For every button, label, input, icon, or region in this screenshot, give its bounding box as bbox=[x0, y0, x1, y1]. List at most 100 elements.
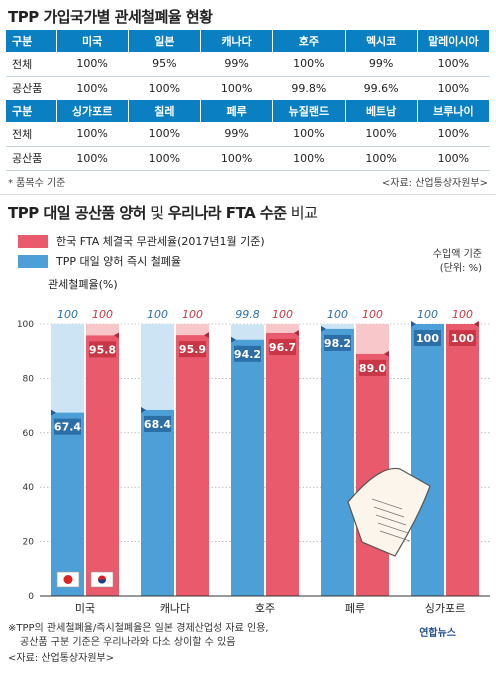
table-cell: 95% bbox=[128, 52, 201, 77]
table-cell: 100% bbox=[56, 122, 129, 147]
news-logo: 연합뉴스 bbox=[419, 628, 456, 639]
y-tick-label: 60 bbox=[23, 429, 35, 439]
table-cell: 100% bbox=[56, 52, 129, 77]
table-row: 전체 100% 95% 99% 100% 99% 100% bbox=[6, 52, 490, 77]
legend-swatch-tpp bbox=[18, 254, 48, 268]
value-marker bbox=[51, 409, 56, 416]
header-cell: 구분 bbox=[6, 30, 57, 52]
table-cell: 99% bbox=[345, 52, 418, 77]
table-cell: 100% bbox=[128, 146, 201, 171]
legend-label-tpp: TPP 대일 양허 즉시 철폐율 bbox=[56, 255, 182, 268]
table-cell: 100% bbox=[417, 122, 490, 147]
value-label-bg bbox=[324, 334, 351, 351]
value-label-bg bbox=[414, 330, 441, 346]
category-label: 페루 bbox=[345, 602, 365, 615]
value-label-bg bbox=[144, 415, 171, 432]
value-label: 94.2 bbox=[234, 348, 261, 361]
bar bbox=[231, 339, 264, 596]
value-label-bg bbox=[234, 345, 261, 362]
table-row: 전체 100% 100% 99% 100% 100% 100% bbox=[6, 122, 490, 147]
document-line bbox=[375, 514, 407, 526]
y-tick-label: 0 bbox=[28, 592, 34, 602]
table-cell: 100% bbox=[56, 146, 129, 171]
value-label: 100 bbox=[416, 332, 439, 345]
table-cell: 100% bbox=[56, 76, 129, 101]
value-marker bbox=[114, 332, 119, 339]
header-cell: 베트남 bbox=[345, 100, 418, 122]
table-row: 공산품 100% 100% 100% 100% 100% 100% bbox=[6, 146, 490, 171]
rate-label: 관세철폐율(%) bbox=[48, 278, 118, 291]
y-tick-label: 20 bbox=[23, 538, 35, 548]
header-cell: 미국 bbox=[56, 30, 129, 52]
header-cell: 페루 bbox=[200, 100, 274, 122]
category-label: 미국 bbox=[75, 602, 95, 615]
total-label: 100 bbox=[147, 308, 168, 321]
bar bbox=[446, 324, 479, 596]
document-line bbox=[377, 522, 409, 534]
korea-flag-taeguk-blue bbox=[98, 579, 106, 584]
header-cell: 멕시코 bbox=[345, 30, 418, 52]
table-cell: 100% bbox=[345, 146, 418, 171]
total-label: 100 bbox=[182, 308, 203, 321]
value-marker bbox=[141, 406, 146, 413]
y-tick-label: 100 bbox=[17, 320, 34, 330]
value-label-bg bbox=[54, 418, 81, 435]
table-row: 공산품 100% 100% 100% 99.8% 99.6% 100% bbox=[6, 76, 490, 101]
header-cell: 일본 bbox=[128, 30, 202, 52]
chart-title-part3: 우리나라 FTA 수준 bbox=[167, 204, 287, 222]
bar bbox=[176, 335, 209, 596]
bar bbox=[86, 335, 119, 596]
header-cell: 캐나다 bbox=[200, 30, 274, 52]
footnote-line-1: ※TPP의 관세철폐율/즉시철폐율은 일본 경제산업성 자료 인용, bbox=[8, 623, 269, 634]
value-label: 67.4 bbox=[54, 421, 81, 434]
unit-note: 수입액 기준 (단위: %) bbox=[433, 248, 482, 276]
row-label: 전체 bbox=[6, 122, 56, 147]
value-marker bbox=[204, 332, 209, 339]
table-cell: 100% bbox=[200, 146, 273, 171]
bar bbox=[266, 332, 299, 596]
value-marker bbox=[321, 325, 326, 332]
table-cell: 99.6% bbox=[345, 76, 418, 101]
value-label-bg bbox=[179, 341, 206, 358]
legend-tpp: TPP 대일 양허 즉시 철폐율 bbox=[18, 253, 181, 269]
y-tick-label: 80 bbox=[23, 374, 35, 384]
header-cell: 뉴질랜드 bbox=[272, 100, 346, 122]
total-label: 100 bbox=[452, 308, 473, 321]
unit-line-2: (단위: %) bbox=[439, 263, 482, 274]
chart-title-part4: 비교 bbox=[286, 204, 318, 222]
table-cell: 100% bbox=[417, 76, 490, 101]
total-label: 100 bbox=[92, 308, 113, 321]
row-label: 전체 bbox=[6, 52, 56, 77]
document-line bbox=[371, 498, 403, 510]
tariff-table-2: 구분 싱가포르 칠레 페루 뉴질랜드 베트남 브루나이 전체 100% 100%… bbox=[6, 100, 491, 171]
document-line bbox=[373, 506, 405, 518]
table-cell: 100% bbox=[128, 76, 201, 101]
value-marker bbox=[294, 329, 299, 336]
y-tick-label: 40 bbox=[23, 483, 35, 493]
japan-flag-sun bbox=[63, 575, 73, 584]
chart-title-part1: TPP 대일 공산품 양허 bbox=[8, 204, 147, 222]
value-label: 98.2 bbox=[324, 337, 351, 350]
page-title: TPP 가입국가별 관세철폐율 현황 bbox=[8, 8, 213, 26]
bar bbox=[321, 328, 354, 596]
value-label: 89.0 bbox=[359, 362, 386, 375]
category-label: 호주 bbox=[255, 602, 275, 615]
header-cell: 호주 bbox=[272, 30, 346, 52]
legend-swatch-korea bbox=[18, 234, 48, 248]
header-cell: 싱가포르 bbox=[56, 100, 129, 122]
header-cell: 구분 bbox=[6, 100, 57, 122]
table-cell: 99% bbox=[200, 52, 273, 77]
total-label: 100 bbox=[272, 308, 293, 321]
table-cell: 100% bbox=[345, 122, 418, 147]
bar-chart: 0 20 40 60 80 100 67.4 100 95.8 100 미국 68.4 100 95.9 1… bbox=[17, 308, 490, 615]
table-cell: 100% bbox=[272, 52, 345, 77]
value-marker bbox=[231, 336, 236, 343]
row-label: 공산품 bbox=[6, 76, 56, 101]
footnote-source: <자료: 산업통상자원부> bbox=[8, 653, 115, 664]
table-cell: 100% bbox=[128, 122, 201, 147]
row-label: 공산품 bbox=[6, 146, 56, 171]
value-label: 68.4 bbox=[144, 418, 171, 431]
document-line bbox=[379, 530, 411, 542]
value-marker bbox=[411, 321, 416, 327]
legend-korea: 한국 FTA 체결국 무관세율(2017년1월 기준) bbox=[18, 233, 265, 249]
